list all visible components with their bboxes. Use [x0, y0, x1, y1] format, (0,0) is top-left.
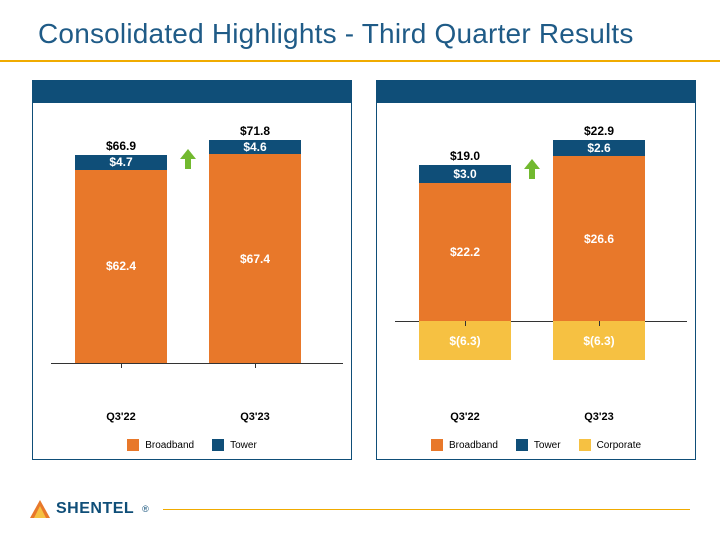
chart-baseline [51, 363, 343, 364]
legend-swatch [516, 439, 528, 451]
legend-item-corporate: Corporate [579, 439, 641, 451]
legend-label: Tower [534, 440, 561, 451]
registered-mark: ® [142, 504, 149, 514]
bar-segment-broadband: $22.2 [419, 183, 511, 321]
x-tick [255, 363, 256, 368]
legend-label: Corporate [597, 440, 641, 451]
legend-item-broadband: Broadband [431, 439, 498, 451]
title-underline [0, 60, 720, 62]
bar-segment-tower: $2.6 [553, 140, 645, 156]
chart-panel-right: $22.2$3.0$19.0$(6.3)$26.6$2.6$22.9$(6.3)… [376, 80, 696, 460]
legend-item-broadband: Broadband [127, 439, 194, 451]
bar-segment-tower: $4.7 [75, 155, 167, 170]
chart-plot: $62.4$4.7 $66.9 $67.4$4.6 $71.8 [33, 103, 353, 403]
bar-segment-corporate: $(6.3) [553, 321, 645, 360]
x-tick [599, 321, 600, 326]
x-axis-label: Q3'23 [553, 411, 645, 423]
bar-total-label: $19.0 [419, 149, 511, 163]
increase-arrow-icon [524, 159, 540, 179]
legend-item-tower: Tower [516, 439, 561, 451]
chart-legend: Broadband Tower Corporate [377, 439, 695, 451]
brand-triangle-icon [30, 500, 50, 518]
legend-item-tower: Tower [212, 439, 257, 451]
bar-total-label: $22.9 [553, 124, 645, 138]
legend-swatch [579, 439, 591, 451]
increase-arrow-icon [180, 149, 196, 169]
legend-swatch [431, 439, 443, 451]
bar-segment-broadband: $62.4 [75, 170, 167, 363]
brand-name: SHENTEL [56, 500, 134, 518]
legend-label: Tower [230, 440, 257, 451]
bar-segment-corporate: $(6.3) [419, 321, 511, 360]
legend-label: Broadband [145, 440, 194, 451]
x-axis-label: Q3'23 [209, 411, 301, 423]
bar-total-label: $71.8 [209, 124, 301, 138]
chart-legend: Broadband Tower [33, 439, 351, 451]
bar-segment-broadband: $67.4 [209, 154, 301, 363]
x-tick [121, 363, 122, 368]
chart-panel-left: $62.4$4.7 $66.9 $67.4$4.6 $71.8 Broadband To… [32, 80, 352, 460]
chart-plot: $22.2$3.0$19.0$(6.3)$26.6$2.6$22.9$(6.3) [377, 103, 697, 403]
x-tick [465, 321, 466, 326]
legend-swatch [127, 439, 139, 451]
slide: { "title": { "text": "Consolidated Highl… [0, 0, 720, 540]
panel-body: $62.4$4.7 $66.9 $67.4$4.6 $71.8 Broadband To… [33, 103, 351, 459]
footer: SHENTEL ® [30, 500, 690, 518]
x-axis-label: Q3'22 [75, 411, 167, 423]
panel-header [377, 81, 695, 103]
legend-swatch [212, 439, 224, 451]
slide-title: Consolidated Highlights - Third Quarter … [38, 18, 634, 50]
bar-segment-tower: $3.0 [419, 165, 511, 184]
bar-segment-broadband: $26.6 [553, 156, 645, 321]
panel-header [33, 81, 351, 103]
bar-segment-tower: $4.6 [209, 140, 301, 154]
footer-divider [163, 509, 690, 510]
brand-logo: SHENTEL ® [30, 500, 149, 518]
x-axis-label: Q3'22 [419, 411, 511, 423]
bar-total-label: $66.9 [75, 139, 167, 153]
panel-body: $22.2$3.0$19.0$(6.3)$26.6$2.6$22.9$(6.3)… [377, 103, 695, 459]
legend-label: Broadband [449, 440, 498, 451]
